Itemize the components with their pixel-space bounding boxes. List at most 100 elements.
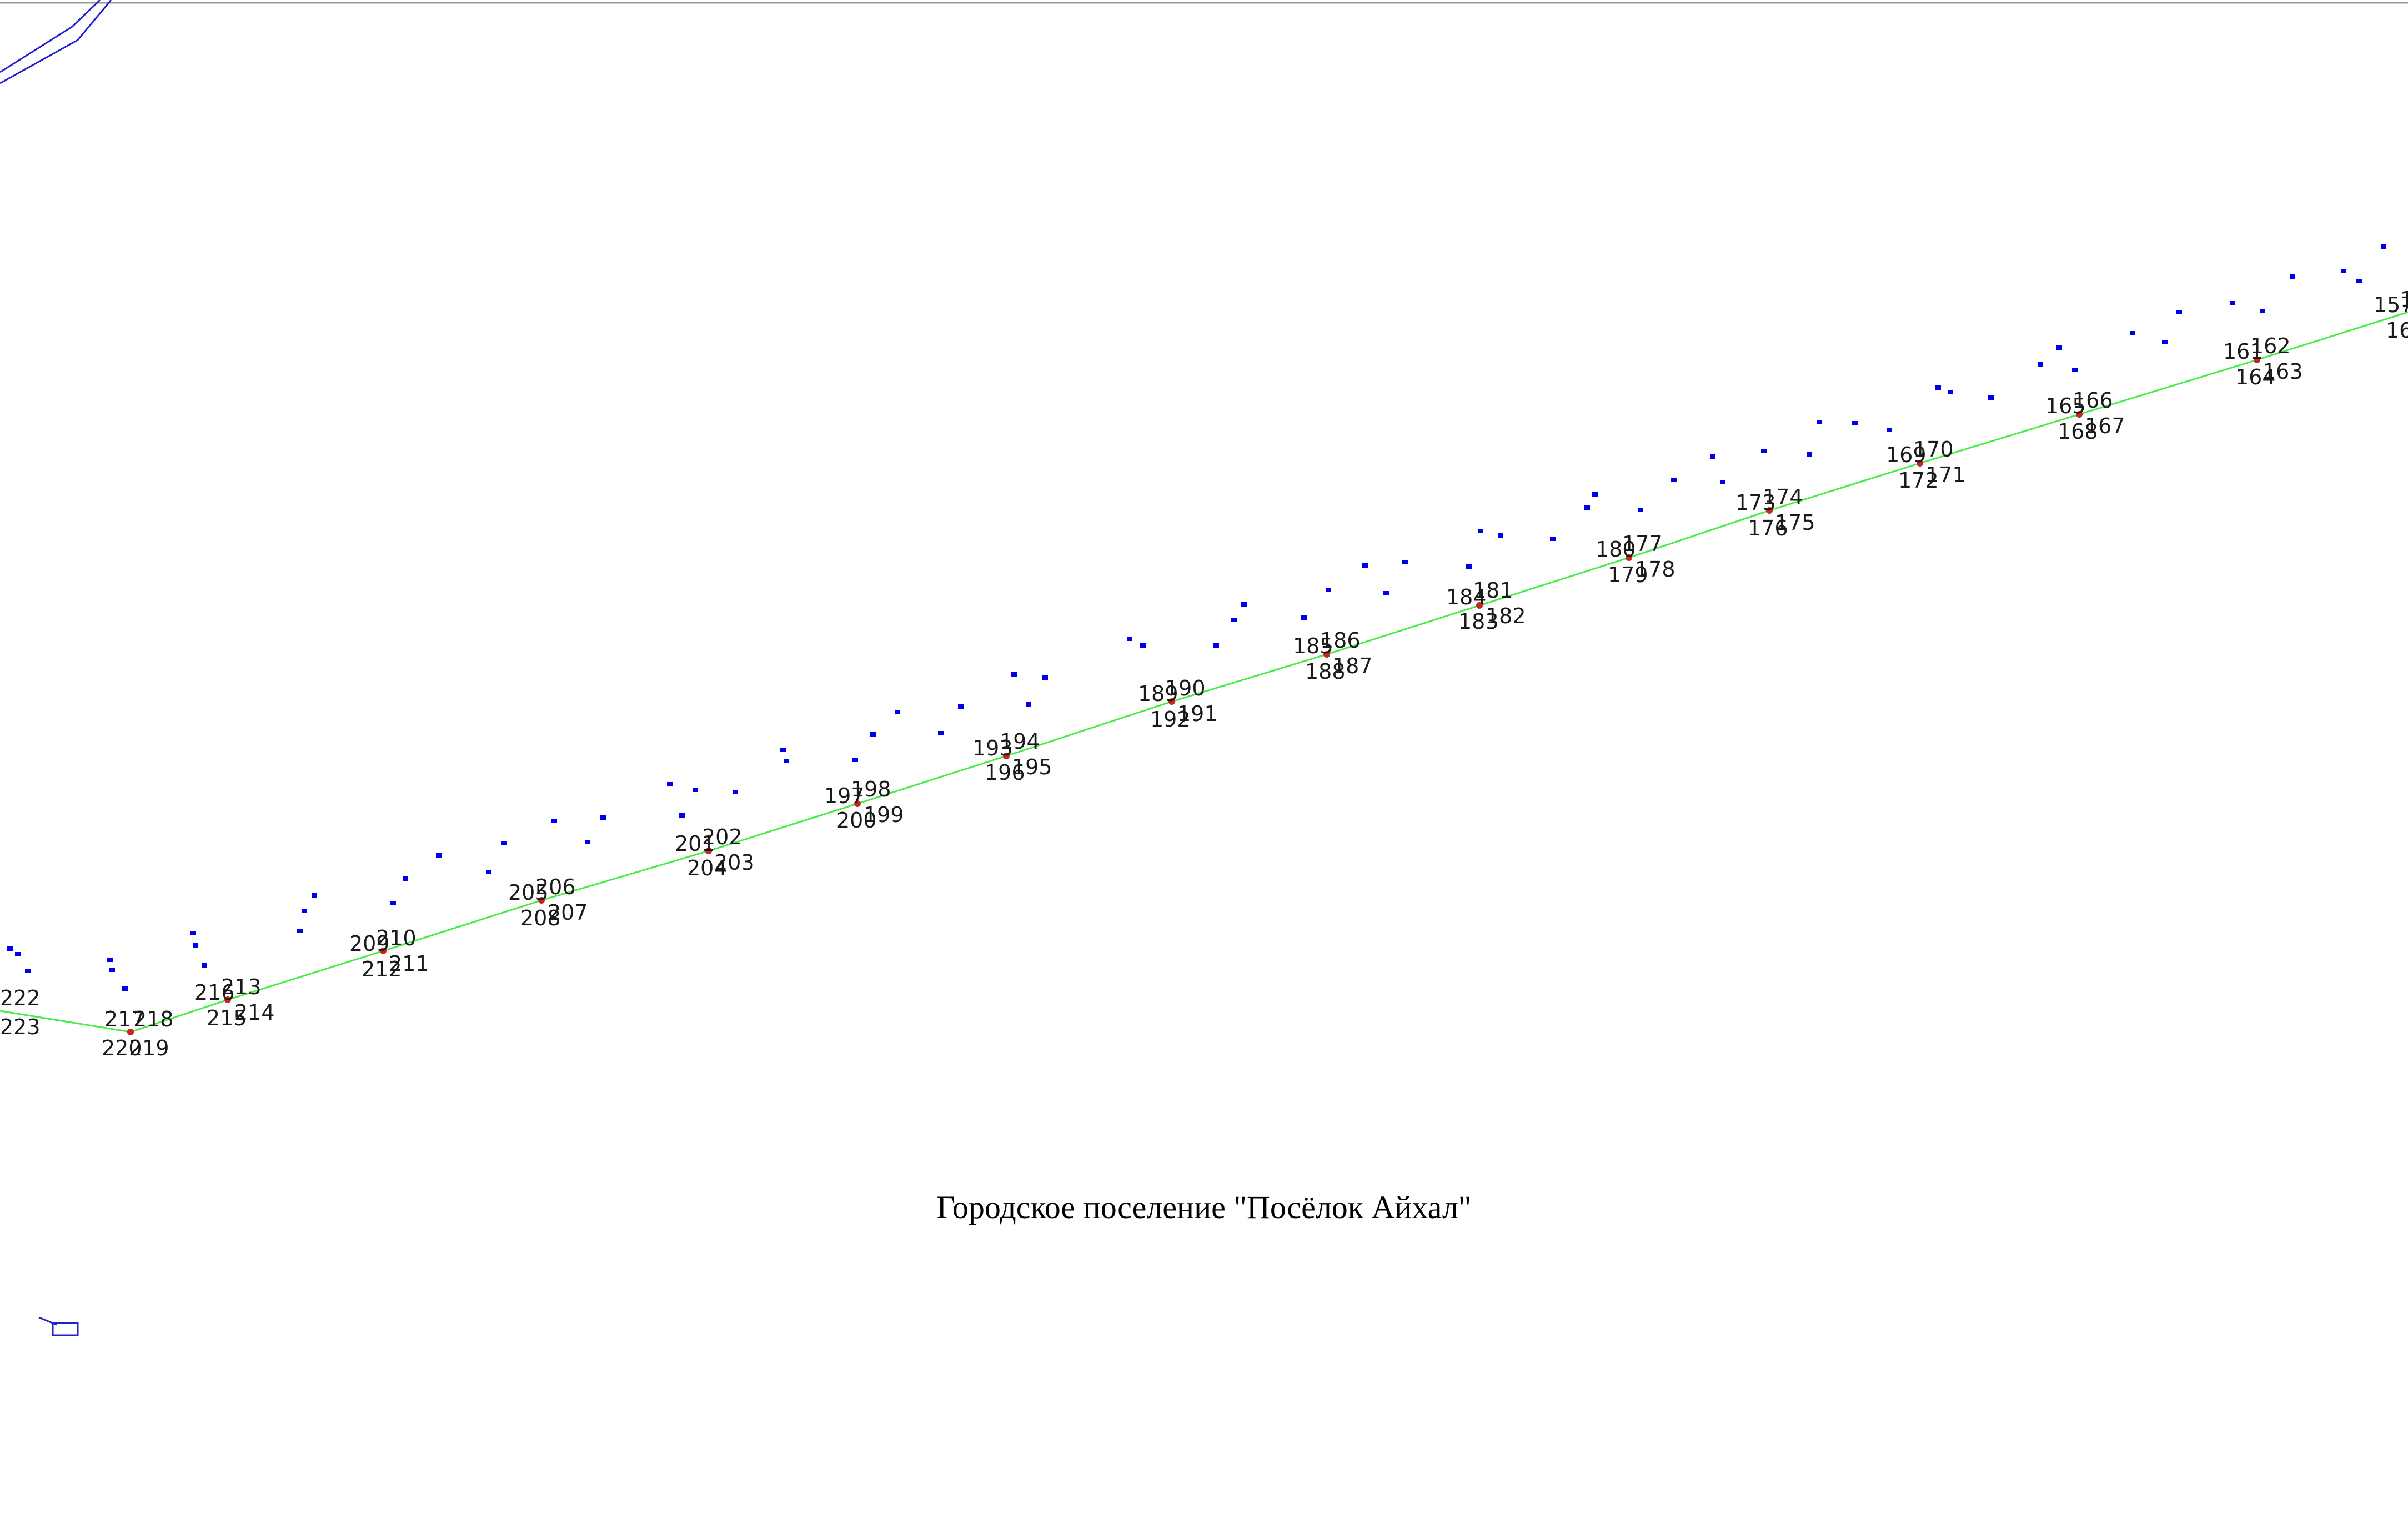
point-label: 163: [2262, 359, 2303, 384]
survey-point-marker: [1466, 564, 1472, 569]
point-label: 185: [1293, 634, 1333, 658]
point-label: 172: [1898, 468, 1939, 493]
point-label: 199: [864, 803, 904, 827]
survey-point-marker: [1935, 385, 1941, 390]
survey-point-markers: [7, 244, 2386, 991]
point-label: 173: [1735, 490, 1776, 515]
point-label: 157: [2374, 293, 2408, 317]
survey-point-marker: [7, 946, 13, 951]
survey-point-marker: [679, 813, 685, 818]
survey-point-marker: [1241, 602, 1247, 607]
survey-point-marker: [1761, 449, 1767, 453]
point-label: 166: [2073, 388, 2113, 413]
point-label: 176: [1748, 516, 1788, 540]
point-label: 189: [1138, 682, 1178, 706]
point-label: 161: [2223, 339, 2264, 364]
point-label: 207: [548, 900, 588, 925]
survey-point-marker: [312, 893, 317, 898]
survey-point-marker: [1026, 702, 1031, 707]
survey-point-marker: [1710, 454, 1715, 459]
point-label: 168: [2058, 419, 2098, 444]
survey-point-marker: [1550, 537, 1556, 541]
point-label: 171: [1925, 463, 1966, 487]
point-label: 206: [535, 875, 576, 899]
survey-point-marker: [1383, 591, 1389, 595]
point-label: 220: [102, 1036, 142, 1060]
point-label: 209: [349, 931, 390, 956]
small-structure-outline: [38, 1316, 79, 1336]
point-label: 162: [2250, 334, 2291, 358]
survey-point-marker: [2038, 362, 2043, 367]
route-vertex-dot: [1917, 460, 1923, 467]
survey-point-marker: [1301, 615, 1307, 620]
point-label: 208: [520, 906, 561, 930]
point-label: 165: [2045, 394, 2086, 418]
survey-point-marker: [1887, 428, 1892, 432]
route-vertex-dot: [1626, 554, 1632, 561]
survey-point-marker: [780, 748, 786, 752]
point-label: 193: [972, 736, 1013, 760]
survey-point-marker: [1852, 421, 1858, 425]
parcel-outline-top-left: [0, 0, 112, 84]
point-label: 190: [1165, 676, 1206, 700]
point-label: 203: [714, 850, 755, 875]
point-label: 210: [376, 926, 417, 950]
survey-point-marker: [1127, 637, 1132, 641]
point-label: 180: [1596, 537, 1636, 562]
point-label: 214: [234, 1000, 275, 1025]
route-vertex-dot: [127, 1029, 134, 1035]
survey-point-marker: [1592, 492, 1598, 497]
survey-point-marker: [2290, 274, 2295, 279]
point-label: 204: [687, 856, 728, 880]
point-label: 179: [1608, 563, 1648, 587]
point-label: 212: [362, 957, 402, 981]
survey-point-marker: [193, 943, 198, 948]
survey-point-marker: [784, 759, 789, 763]
survey-point-marker: [1498, 533, 1503, 538]
route-vertex-dot: [380, 948, 387, 954]
survey-point-marker: [1638, 508, 1643, 512]
survey-point-marker: [1988, 395, 1994, 400]
point-label: 195: [1012, 755, 1052, 779]
point-label: 201: [675, 831, 715, 856]
route-vertex-dots: [127, 357, 2260, 1035]
boundary-route-line: [0, 311, 2408, 1033]
survey-point-marker: [25, 969, 31, 973]
point-label: 205: [508, 880, 549, 905]
route-vertex-dot: [2076, 411, 2083, 418]
point-label: 194: [1000, 729, 1040, 754]
point-label: 182: [1486, 604, 1526, 628]
point-label: 178: [1635, 557, 1675, 582]
survey-point-marker: [1720, 480, 1725, 484]
survey-point-marker: [1478, 529, 1483, 533]
point-label: 197: [824, 784, 865, 808]
survey-point-marker: [297, 929, 303, 933]
point-label: 188: [1305, 659, 1346, 684]
survey-point-marker: [733, 790, 738, 794]
survey-point-marker: [1213, 643, 1219, 648]
survey-point-marker: [15, 952, 21, 956]
point-label: 198: [851, 777, 891, 801]
point-label: 211: [389, 951, 429, 976]
survey-point-marker: [585, 840, 590, 844]
point-label: 184: [1446, 585, 1487, 609]
survey-point-marker: [202, 963, 207, 968]
point-label: 213: [221, 975, 262, 999]
survey-point-marker: [107, 958, 113, 962]
point-label: 216: [194, 980, 235, 1005]
survey-point-marker: [938, 731, 944, 735]
point-label: 167: [2085, 414, 2125, 438]
point-label: 222: [0, 986, 41, 1010]
point-label: 215: [207, 1006, 247, 1030]
route-vertex-dot: [854, 800, 861, 807]
survey-point-marker: [2162, 340, 2168, 344]
survey-point-marker: [2072, 368, 2078, 372]
survey-point-marker: [190, 931, 196, 935]
survey-point-marker: [1011, 672, 1017, 677]
point-label: 186: [1320, 628, 1361, 653]
survey-point-marker: [302, 909, 307, 913]
survey-point-marker: [667, 782, 673, 786]
point-label: 181: [1473, 578, 1513, 603]
route-vertex-dot: [1003, 753, 1010, 759]
